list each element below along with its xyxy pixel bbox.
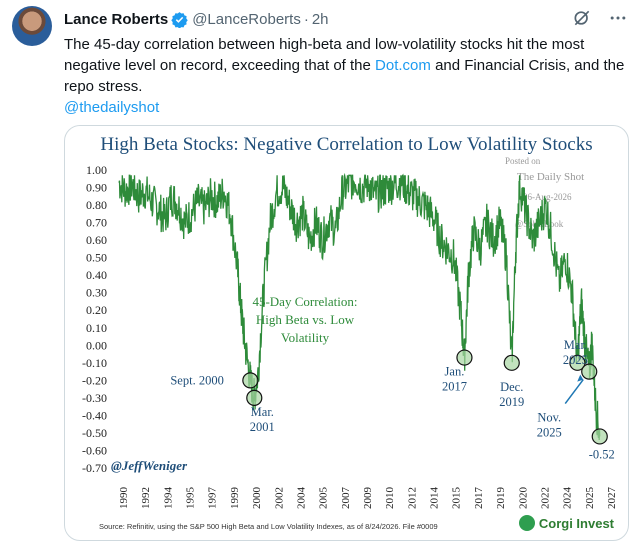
y-tick-label: 0.40: [86, 268, 107, 282]
tweet-time[interactable]: 2h: [311, 10, 329, 28]
x-tick-label: 2014: [429, 487, 441, 510]
y-tick-label: -0.40: [82, 408, 107, 422]
x-tick-label: 2025: [584, 487, 596, 510]
marker-circle: [581, 363, 598, 380]
marker-label: 2025: [537, 426, 562, 440]
x-tick-label: 1990: [118, 487, 130, 510]
x-tick-label: 1992: [140, 487, 152, 509]
tweet-header: Lance Roberts @LanceRoberts · 2h: [64, 8, 626, 30]
x-tick-label: 2009: [362, 487, 374, 510]
y-tick-label: 0.20: [86, 303, 107, 317]
x-tick-label: 2015: [451, 487, 463, 510]
x-tick-label: 1999: [229, 487, 241, 510]
x-tick-label: 2007: [340, 487, 352, 510]
x-tick-label: 2020: [517, 487, 529, 510]
verified-badge-icon: [171, 11, 188, 28]
watermark-date: 26-Aug-2026: [523, 192, 572, 202]
x-tick-label: 2012: [406, 487, 418, 509]
annotation-arrow: [564, 379, 584, 405]
y-tick-label: 0.00: [86, 338, 107, 352]
tweet-text: The 45-day correlation between high-beta…: [64, 34, 630, 118]
more-icon[interactable]: [608, 8, 628, 28]
watermark-site: The Daily Shot: [517, 171, 584, 183]
x-tick-label: 1995: [185, 487, 197, 510]
watermark-posted: Posted on: [505, 156, 541, 166]
chart-source: Source: Refinitiv, using the S&P 500 Hig…: [99, 522, 438, 531]
grok-icon[interactable]: [572, 8, 592, 28]
y-tick-label: -0.20: [82, 373, 107, 387]
tweet-text-part1: The 45-day correlation between high-beta…: [64, 36, 585, 74]
dotcom-link[interactable]: Dot.com: [375, 57, 431, 74]
author-handle[interactable]: @LanceRoberts: [192, 10, 301, 28]
y-tick-label: 0.80: [86, 198, 107, 212]
chart-image[interactable]: High Beta Stocks: Negative Correlation t…: [64, 125, 629, 541]
series-label: High Beta vs. Low: [256, 312, 355, 327]
y-tick-label: 1.00: [86, 163, 107, 177]
author-name[interactable]: Lance Roberts: [64, 10, 169, 28]
marker-label: -0.52: [589, 447, 615, 461]
marker-circle: [591, 428, 608, 445]
x-tick-label: 2010: [384, 487, 396, 510]
mention-link[interactable]: @thedailyshot: [64, 99, 160, 116]
y-tick-label: 0.60: [86, 233, 107, 247]
x-tick-label: 2002: [273, 487, 285, 509]
marker-label: Dec.: [500, 380, 523, 394]
x-tick-label: 2022: [539, 487, 551, 509]
y-tick-label: -0.70: [82, 461, 107, 475]
x-tick-label: 2019: [495, 487, 507, 510]
marker-label: Sept. 2000: [170, 373, 223, 387]
brand-logo: Corgi Invest: [518, 515, 614, 531]
marker-label: Mar.: [564, 338, 587, 352]
correlation-chart: 1.00 0.90 0.80 0.70 0.60 0.50 0.40 0.30 0.20 0.10…: [82, 156, 618, 510]
marker-label: 2001: [250, 420, 275, 434]
annotation-arrowhead: [577, 374, 584, 382]
corgi-icon: [518, 515, 535, 531]
marker-label: Nov.: [537, 411, 561, 425]
series-label: 45-Day Correlation:: [252, 294, 357, 309]
x-tick-label: 2000: [251, 487, 263, 510]
author-avatar[interactable]: [12, 6, 52, 46]
chart-credit: @JeffWeniger: [111, 458, 188, 473]
x-tick-label: 2004: [295, 487, 307, 510]
x-tick-label: 1994: [162, 487, 174, 510]
marker-circle: [569, 354, 586, 371]
x-tick-label: 2027: [606, 487, 618, 510]
marker-label: Mar.: [251, 405, 274, 419]
y-tick-label: 0.90: [86, 181, 107, 195]
y-tick-label: 0.50: [86, 251, 107, 265]
marker-circle: [242, 372, 259, 389]
x-tick-label: 1997: [207, 487, 219, 510]
marker-label: 2019: [499, 395, 524, 409]
series-label: Volatility: [281, 330, 330, 345]
tweet-text-part2: and Financial Crisis, and the repo stres…: [64, 57, 625, 95]
correlation-line: [118, 172, 601, 441]
y-tick-label: -0.50: [82, 426, 107, 440]
y-tick-label: -0.60: [82, 443, 107, 457]
brand-name: Corgi Invest: [538, 515, 614, 531]
tweet-actions: [572, 8, 628, 28]
marker-circle: [246, 389, 263, 406]
marker-circle: [456, 349, 473, 366]
marker-label: 2017: [442, 380, 467, 394]
y-tick-label: 0.10: [86, 321, 107, 335]
x-tick-label: 2005: [318, 487, 330, 510]
marker-label: Jan.: [445, 365, 465, 379]
marker-label: 2025: [563, 353, 588, 367]
y-tick-label: -0.30: [82, 391, 107, 405]
y-tick-label: 0.70: [86, 216, 107, 230]
x-tick-label: 2017: [473, 487, 485, 510]
y-tick-label: 0.30: [86, 286, 107, 300]
separator-dot: ·: [303, 10, 309, 28]
chart-title: High Beta Stocks: Negative Correlation t…: [100, 134, 593, 155]
marker-circle: [503, 354, 520, 371]
y-tick-label: -0.10: [82, 356, 107, 370]
x-tick-label: 2024: [562, 487, 574, 510]
